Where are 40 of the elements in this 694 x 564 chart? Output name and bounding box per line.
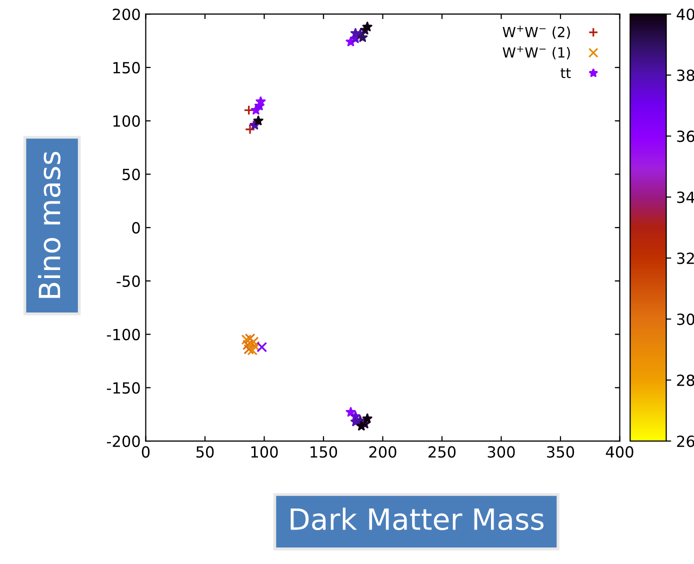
legend-label: tt (560, 68, 571, 78)
point (248, 336, 259, 348)
x-tick-label: 400 (606, 446, 634, 458)
color-bar-label: 26 (677, 436, 694, 448)
color-bar-label: 36 (677, 130, 694, 142)
y-tick-label: -100 (106, 328, 140, 340)
color-bar-label: 28 (677, 374, 694, 386)
x-tick-label: 0 (142, 446, 150, 458)
x-tick-label: 50 (196, 446, 214, 458)
x-tick-label: 150 (310, 446, 338, 458)
y-tick-label: 150 (113, 62, 140, 74)
y-tick-label: -150 (106, 382, 140, 394)
y-axis-title: Bino mass (38, 152, 61, 298)
x-axis-title: Dark Matter Mass (290, 508, 544, 530)
x-tick-label: 350 (547, 446, 574, 458)
y-tick-label: -50 (116, 275, 140, 287)
point (247, 345, 258, 356)
point (256, 342, 268, 352)
y-tick-label: -200 (106, 436, 140, 448)
y-tick-label: 0 (132, 222, 140, 234)
point (250, 340, 260, 352)
point (241, 334, 252, 345)
y-tick-label: 200 (112, 8, 140, 20)
y-tick-label: 50 (122, 168, 140, 180)
x-tick-label: 250 (428, 446, 456, 458)
point (244, 124, 256, 135)
legend-label: W$^{+}$W$^{−}$ (2) (502, 26, 570, 39)
color-bar-label: 30 (677, 314, 694, 326)
legend-label: W$^{+}$W$^{−}$ (1) (502, 46, 570, 60)
color-bar-label: 32 (677, 252, 694, 264)
x-tick-label: 300 (488, 446, 515, 458)
point (246, 338, 256, 350)
point (244, 333, 256, 344)
x-tick-label: 200 (369, 446, 396, 458)
point (244, 344, 254, 354)
color-bar-label: 38 (677, 70, 694, 82)
x-tick-label: 100 (251, 446, 278, 458)
point (244, 104, 254, 116)
color-bar-label: 40 (676, 8, 694, 20)
y-tick-label: 100 (113, 115, 140, 127)
